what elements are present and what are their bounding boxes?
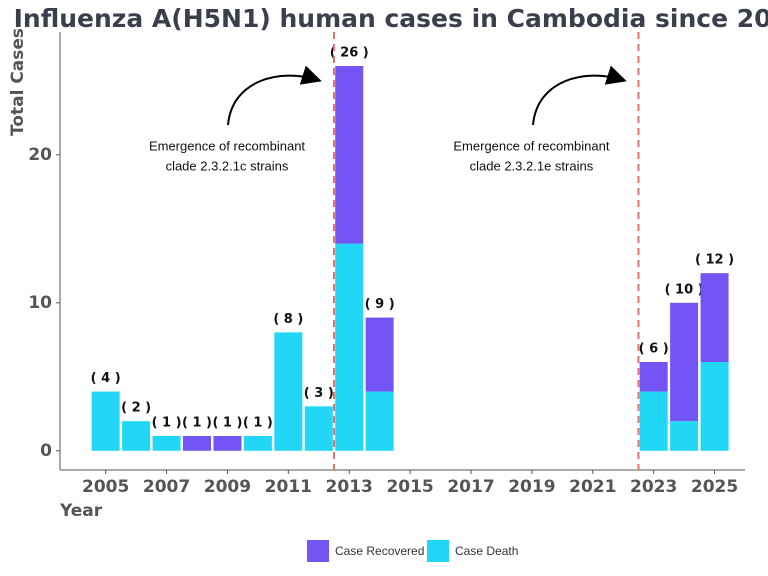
- x-tick-label: 2019: [508, 477, 555, 497]
- bar: [335, 66, 364, 244]
- total-label: ( 1 ): [212, 415, 242, 430]
- x-tick-label: 2013: [326, 477, 373, 497]
- total-label: ( 3 ): [304, 386, 334, 401]
- x-tick-label: 2025: [691, 477, 738, 497]
- bar: [670, 302, 699, 422]
- total-label: ( 1 ): [243, 415, 273, 430]
- x-axis-title: Year: [59, 501, 103, 521]
- x-tick-label: 2007: [143, 477, 190, 497]
- bar: [700, 273, 729, 362]
- legend-label: Case Death: [455, 544, 518, 558]
- bar: [365, 391, 394, 451]
- y-tick-label: 0: [40, 441, 52, 461]
- total-label: ( 2 ): [121, 401, 151, 416]
- total-label: ( 1 ): [152, 415, 182, 430]
- bar: [335, 243, 364, 451]
- legend-swatch: [307, 540, 329, 562]
- bar: [639, 391, 668, 451]
- bar: [152, 435, 181, 451]
- bar: [243, 435, 272, 451]
- bar: [365, 317, 394, 392]
- y-axis-title: Total Cases: [8, 28, 28, 136]
- x-tick-label: 2011: [265, 477, 312, 497]
- bar: [213, 435, 242, 451]
- x-tick-label: 2017: [447, 477, 494, 497]
- total-label: ( 9 ): [365, 297, 395, 312]
- x-tick-label: 2023: [630, 477, 677, 497]
- legend: Case Recovered Case Death: [307, 540, 518, 562]
- bar: [91, 391, 120, 451]
- y-tick-label: 10: [28, 293, 52, 313]
- bar: [700, 361, 729, 451]
- y-tick-label: 20: [28, 145, 52, 165]
- bar: [639, 361, 668, 392]
- legend-swatch: [427, 540, 449, 562]
- x-tick-label: 2021: [569, 477, 616, 497]
- annotation: Emergence of recombinant: [453, 138, 609, 153]
- total-label: ( 4 ): [91, 371, 121, 386]
- arrow: [227, 65, 322, 126]
- bar: [304, 406, 333, 451]
- bar: [182, 435, 212, 451]
- x-tick-label: 2005: [82, 477, 129, 497]
- x-tick-label: 2009: [204, 477, 251, 497]
- total-label: ( 26 ): [330, 46, 369, 61]
- bar: [274, 332, 303, 451]
- annotation: clade 2.3.2.1e strains: [470, 158, 594, 173]
- total-label: ( 1 ): [182, 415, 212, 430]
- annotation: Emergence of recombinant: [149, 138, 305, 153]
- total-label: ( 12 ): [695, 253, 734, 268]
- total-label: ( 8 ): [273, 312, 303, 327]
- bar: [670, 421, 699, 451]
- x-tick-label: 2015: [386, 477, 433, 497]
- total-label: ( 6 ): [639, 341, 669, 356]
- annotation: clade 2.3.2.1c strains: [166, 158, 289, 173]
- arrow: [532, 65, 627, 126]
- legend-label: Case Recovered: [335, 544, 424, 558]
- bar: [122, 421, 151, 451]
- total-label: ( 10 ): [665, 282, 704, 297]
- chart-title: Influenza A(H5N1) human cases in Cambodi…: [14, 4, 768, 33]
